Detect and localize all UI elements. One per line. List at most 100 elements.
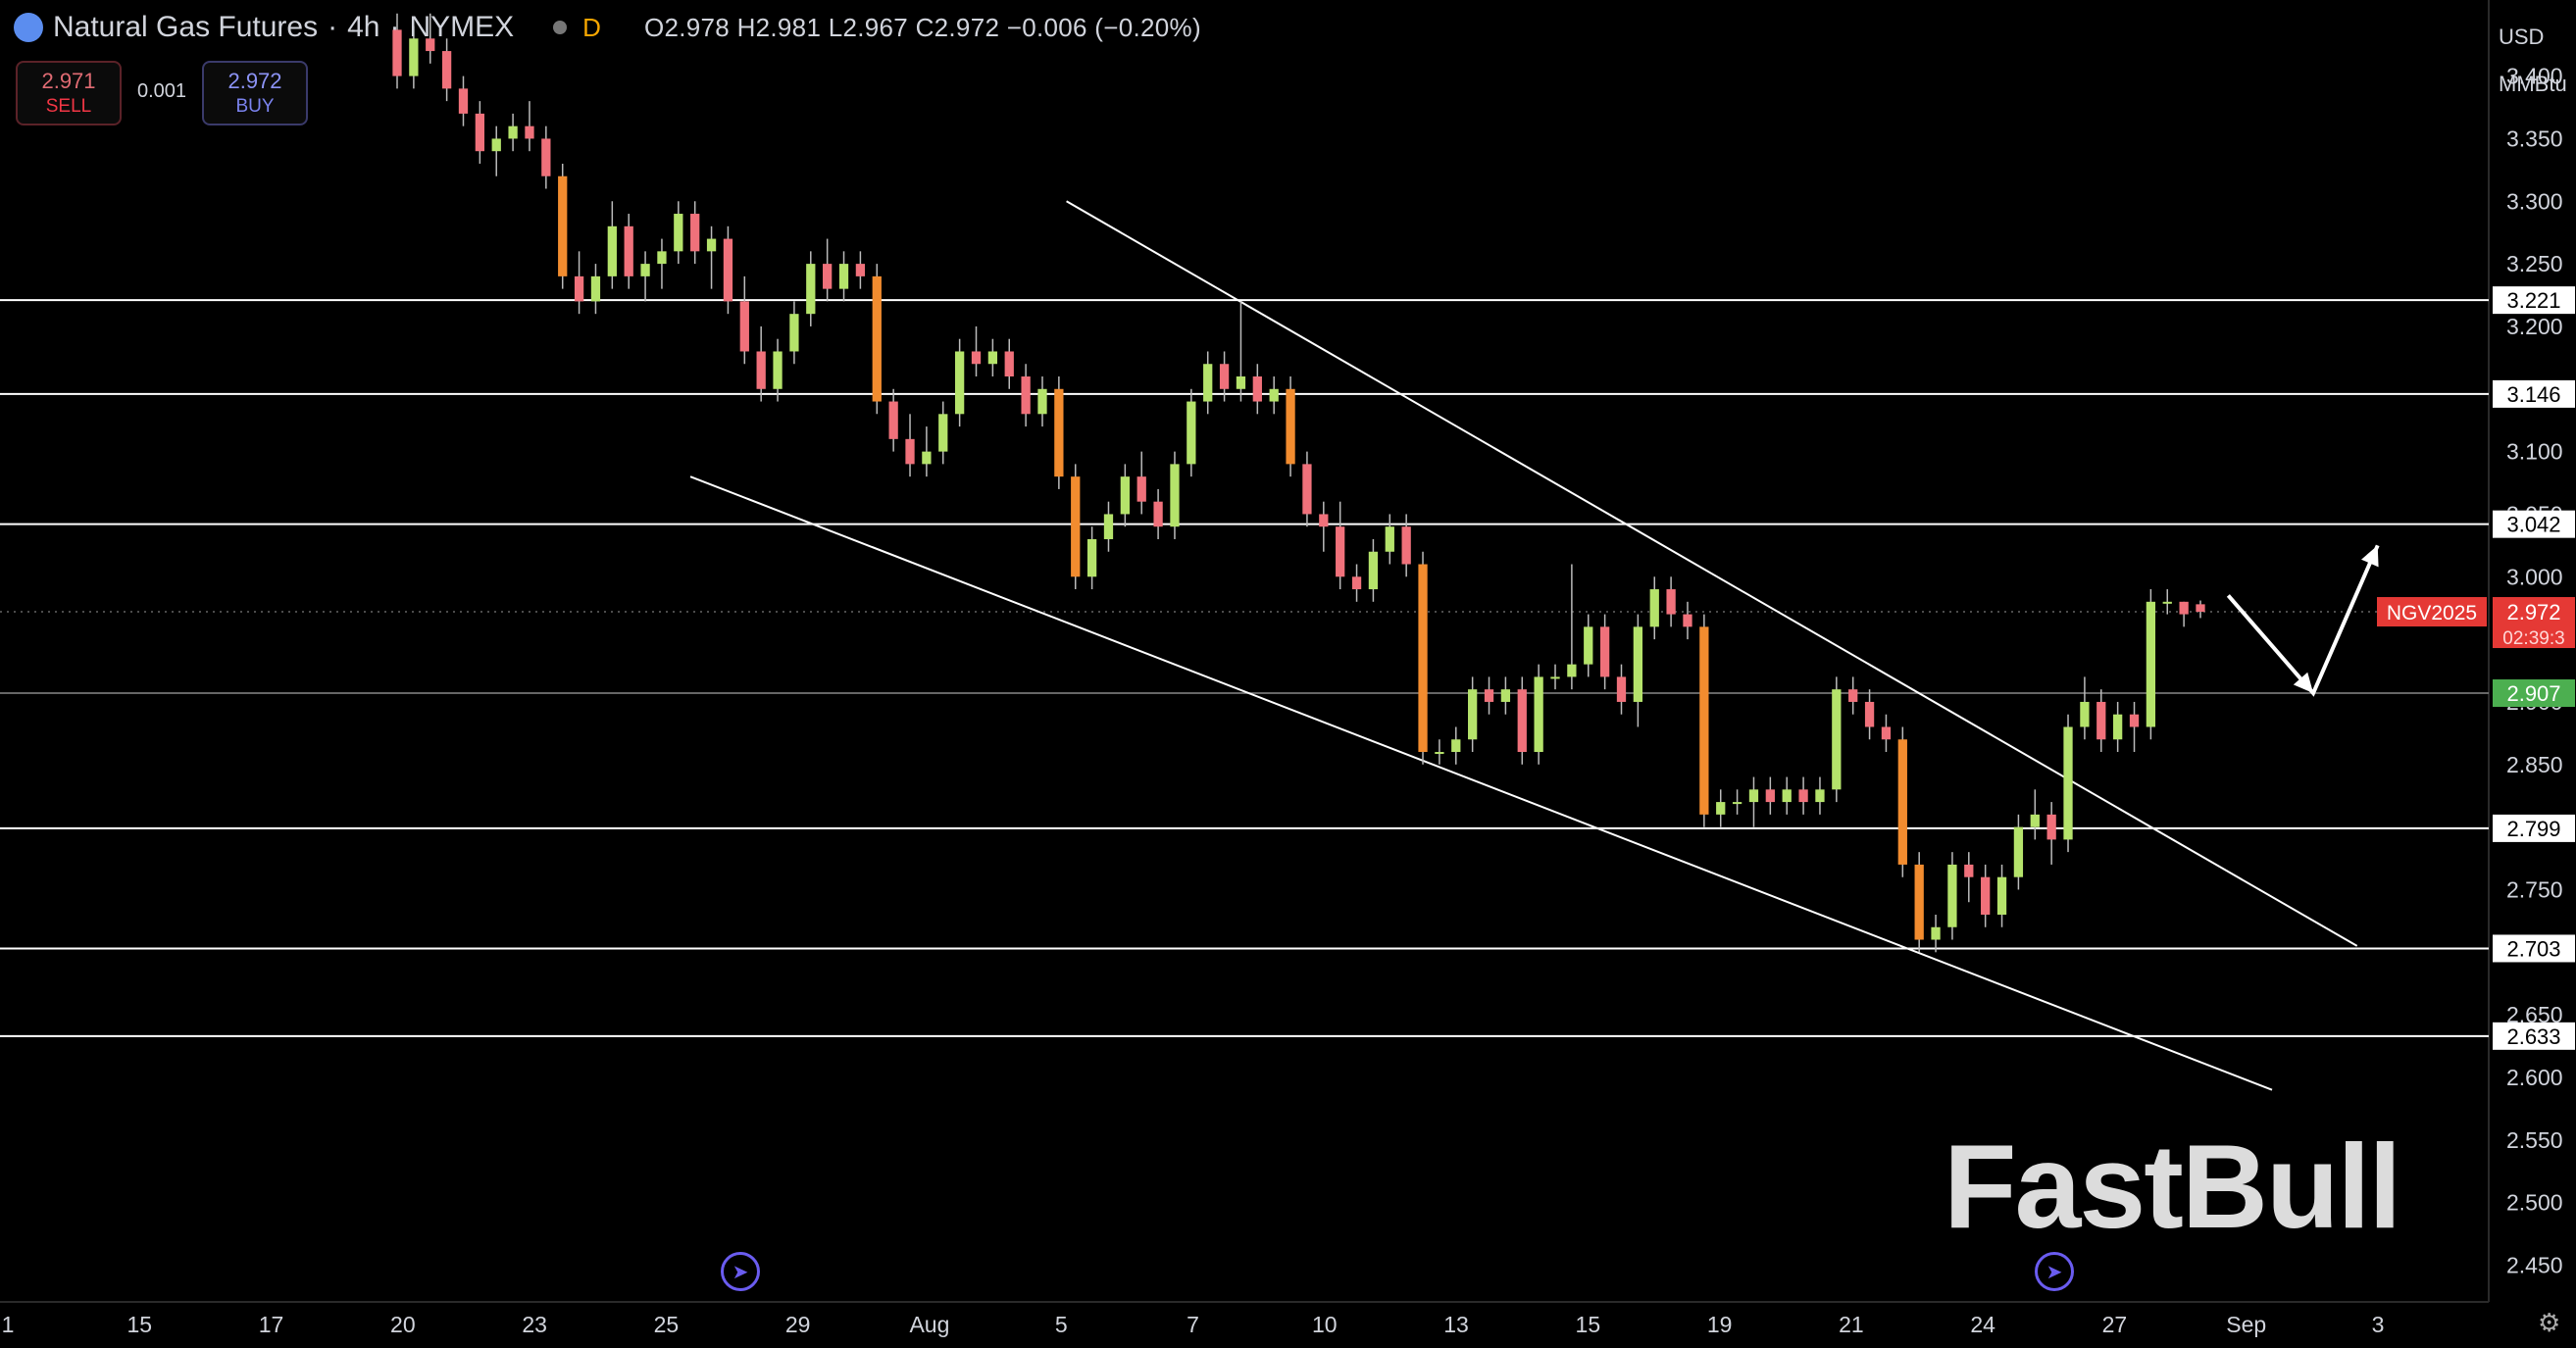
level-tag-text: 3.221	[2506, 288, 2560, 313]
candle-body	[1203, 364, 1213, 402]
candle-body	[1236, 376, 1246, 389]
current-price-text: 2.972	[2506, 600, 2560, 624]
candle-body	[938, 414, 948, 452]
candle-body	[823, 264, 833, 289]
candle-body	[971, 351, 982, 365]
candle-body	[2162, 601, 2172, 604]
candle-body	[855, 264, 866, 276]
settings-gear-icon[interactable]: ⚙	[2538, 1308, 2561, 1337]
level-tag-text: 2.799	[2506, 817, 2560, 841]
x-tick-label: 20	[390, 1312, 416, 1337]
x-tick-label: 29	[785, 1312, 811, 1337]
symbol-price-tag	[2377, 597, 2487, 627]
y-tick-label: 2.750	[2506, 876, 2563, 902]
separator-dot: ·	[328, 11, 338, 43]
resolution-label[interactable]: 4h	[347, 11, 380, 43]
candle-body	[1616, 676, 1627, 702]
candle-body	[1599, 626, 1610, 677]
buy-label: BUY	[235, 96, 275, 117]
candle-body	[706, 238, 717, 252]
candle-body	[2013, 826, 2024, 877]
level-tag-text: 2.907	[2506, 681, 2560, 706]
exchange-label: NYMEX	[409, 11, 515, 43]
candle-body	[806, 264, 816, 315]
candle-body	[1931, 926, 1941, 940]
candle-body	[491, 138, 501, 152]
candle-body	[1286, 388, 1295, 465]
sell-price: 2.971	[41, 69, 96, 93]
candle-body	[1120, 476, 1130, 515]
x-tick-label: 7	[1187, 1312, 1199, 1337]
candle-body	[1086, 538, 1097, 577]
candle-body	[739, 301, 749, 352]
x-tick-label: 1	[2, 1312, 15, 1337]
candle-body	[1170, 464, 1180, 527]
sell-button[interactable]: 2.971 SELL	[16, 61, 122, 125]
buy-button[interactable]: 2.972 BUY	[202, 61, 308, 125]
candle-body	[674, 214, 683, 252]
candle-body	[1666, 589, 1676, 615]
separator-dot: ·	[389, 11, 400, 43]
level-tag-text: 3.042	[2506, 513, 2560, 537]
x-tick-label: Aug	[909, 1312, 949, 1337]
candle-body	[1649, 589, 1659, 627]
event-marker-icon[interactable]: ➤	[2035, 1252, 2074, 1291]
candle-body	[1848, 689, 1858, 702]
candle-body	[1964, 864, 1974, 877]
y-tick-label: 3.250	[2506, 251, 2563, 276]
sell-label: SELL	[45, 96, 92, 117]
candle-body	[1815, 789, 1825, 803]
candle-body	[574, 275, 584, 302]
level-tag-text: 2.633	[2506, 1024, 2560, 1049]
candle-body	[1435, 752, 1444, 755]
y-tick-label: 2.600	[2506, 1065, 2563, 1090]
candle-body	[1584, 626, 1593, 665]
candle-body	[541, 138, 551, 176]
candle-body	[1037, 388, 1047, 415]
level-price-tag	[2493, 814, 2575, 842]
candle-body	[1021, 376, 1031, 415]
candle-body	[1136, 476, 1146, 502]
candle-body	[1451, 739, 1461, 753]
candle-body	[1765, 789, 1775, 803]
y-tick-label: 3.200	[2506, 314, 2563, 339]
candle-body	[1269, 388, 1279, 402]
y-tick-label: 3.300	[2506, 188, 2563, 214]
candle-body	[1748, 789, 1759, 803]
candle-body	[525, 125, 534, 139]
candle-body	[657, 251, 667, 265]
mode-badge[interactable]: D	[582, 12, 601, 42]
market-status-icon	[553, 21, 568, 34]
y-tick-label: 2.850	[2506, 752, 2563, 777]
candle-body	[640, 264, 650, 276]
x-tick-label: 5	[1055, 1312, 1068, 1337]
symbol-name[interactable]: Natural Gas Futures	[53, 11, 319, 43]
event-marker-icon[interactable]: ➤	[721, 1252, 760, 1291]
currency-label: USD	[2499, 25, 2545, 49]
projection-arrowhead-up	[2361, 545, 2379, 568]
candle-body	[1500, 689, 1511, 702]
x-tick-label: 27	[2102, 1312, 2128, 1337]
candle-body	[1832, 689, 1842, 790]
candle-body	[1897, 739, 1907, 865]
candle-body	[872, 275, 882, 402]
x-tick-label: 23	[522, 1312, 547, 1337]
level-price-tag	[2493, 934, 2575, 963]
currency-selector[interactable]: USD MMBtu	[2499, 14, 2567, 108]
candle-body	[1054, 388, 1064, 477]
candle-body	[1351, 576, 1362, 590]
candle-body	[1385, 526, 1394, 552]
y-tick-label: 2.550	[2506, 1127, 2563, 1153]
candle-body	[987, 351, 998, 365]
level-price-tag	[2493, 1022, 2575, 1050]
candle-body	[441, 51, 452, 89]
candle-body	[1798, 789, 1808, 803]
level-tag-text: 2.703	[2506, 936, 2560, 961]
spread-value: 0.001	[137, 80, 187, 102]
x-tick-label: 21	[1839, 1312, 1864, 1337]
candle-body	[1219, 364, 1230, 389]
candle-body	[607, 225, 617, 276]
bar-countdown-text: 02:39:3	[2502, 628, 2564, 649]
candle-body	[1981, 876, 1991, 915]
